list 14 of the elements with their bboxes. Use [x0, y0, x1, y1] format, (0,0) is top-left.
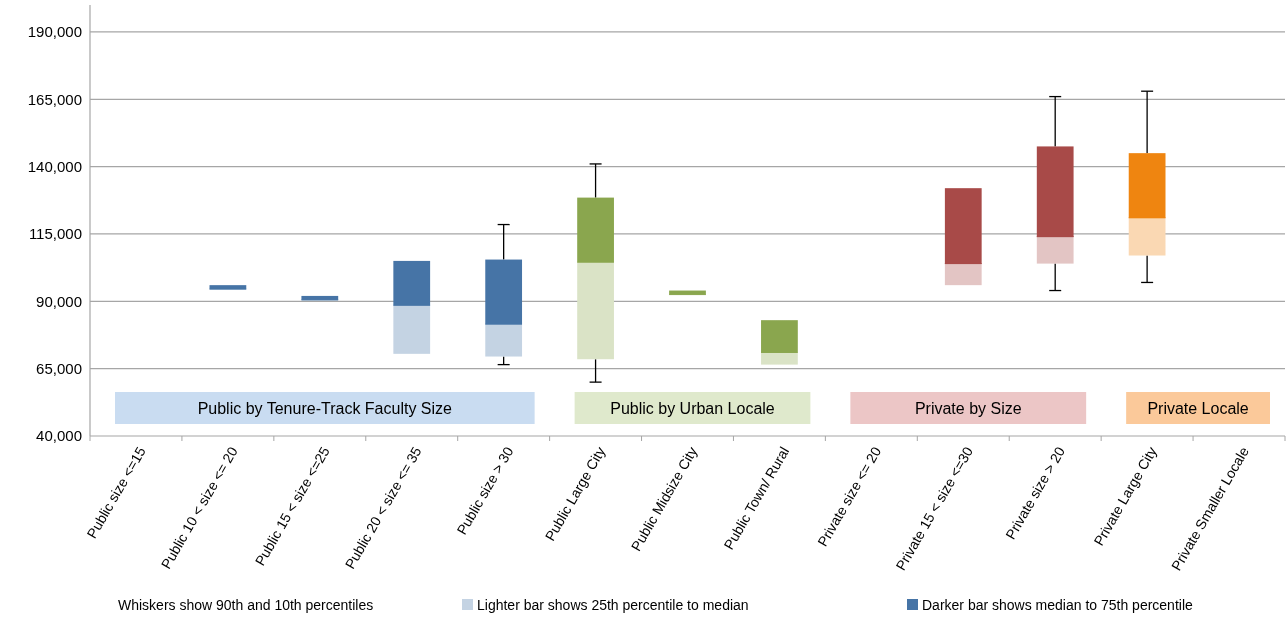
y-tick-label: 165,000: [27, 90, 82, 108]
y-tick-label: 190,000: [27, 23, 82, 41]
y-tick-label: 65,000: [36, 359, 82, 377]
y-tick-label: 140,000: [27, 157, 82, 175]
annotation: Private by Size: [914, 399, 1022, 417]
y-tick-label: 90,000: [36, 292, 82, 310]
text: Darker bar shows median to 75th percentile: [922, 596, 1194, 613]
text: Lighter bar shows 25th percentile to median: [477, 596, 749, 613]
annotation: Public by Tenure-Track Faculty Size: [197, 399, 453, 417]
annotation: Private Locale: [1147, 399, 1249, 417]
text: Whiskers show 90th and 10th percentiles: [118, 596, 374, 613]
y-tick-label: 40,000: [36, 427, 82, 445]
annotation: Public by Urban Locale: [610, 399, 775, 417]
y-tick-label: 115,000: [28, 225, 82, 243]
